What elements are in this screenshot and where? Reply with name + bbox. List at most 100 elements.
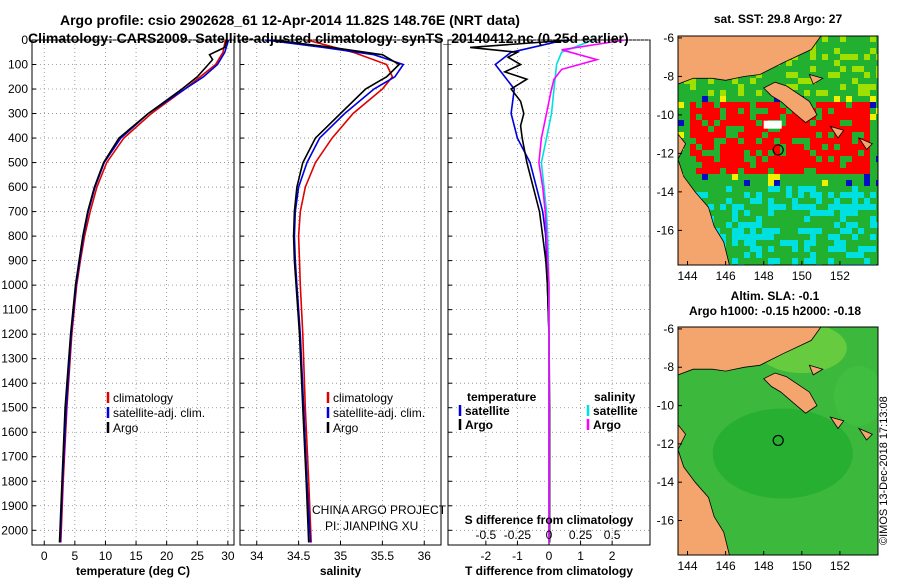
y-tick-label: 1200 [1,327,28,341]
profile-panel-2: 34 34.5 35 35.5 36 salinity [239,39,442,578]
x-axis-label: salinity [320,564,362,578]
x2-axis-label: S difference from climatology [465,513,634,527]
map-y-tick-label: -6 [663,322,674,336]
argo-position-marker [772,144,784,156]
title-line-2: Climatology: CARS2009. Satellite-adjuste… [28,30,629,46]
y-tick-label: 1500 [1,401,28,415]
y-tick-label: 800 [8,229,28,243]
x-tick-label: 35 [334,549,348,563]
land-papuan-peninsula [763,372,818,414]
y-tick-label: 1800 [1,474,28,488]
y-tick-label: 900 [8,254,28,268]
profile-panel-3: -2 -1 0 1 2T difference from climatology [447,39,651,578]
y-tick-label: 1400 [1,376,28,390]
land-australia [678,133,730,265]
map-y-tick-label: -12 [657,437,675,451]
y-tick-label: 500 [8,156,28,170]
x-tick-label: 35.5 [371,549,395,563]
legend-entry: Argo [593,418,621,432]
y-tick-label: 200 [8,82,28,96]
map-sla-title: Altim. SLA: -0.1 [731,289,820,303]
x-tick-label: 36 [418,549,432,563]
legend-entry: Argo [113,421,139,435]
map-field [678,327,878,555]
map-frame [677,326,879,556]
land-island [808,73,824,85]
x2-tick-label: -0.5 [476,528,497,542]
map-y-tick-label: -14 [657,185,675,199]
legend-title-temperature: temperature [467,390,537,404]
land-island [857,427,873,441]
land-island [829,416,845,430]
land-papuan-peninsula [763,81,818,124]
series-line-argo [273,39,401,543]
x-tick-label: 25 [191,549,205,563]
map-y-tick-label: -16 [657,223,675,237]
map-x-tick-label: 150 [792,269,812,283]
y-tick-label: 1700 [1,450,28,464]
x-tick-label: 30 [221,549,235,563]
y-tick-label: 2000 [1,523,28,537]
map-sst: 144 146 148 150 152 -6 -8 -10 -12 -14 -16 [657,31,879,283]
x2-tick-label: 0.5 [604,528,621,542]
x-tick-label: -1 [512,549,523,563]
map-x-tick-label: 146 [716,559,736,573]
legend-entry: satellite [465,404,510,418]
y-tick-label: 300 [8,107,28,121]
x-tick-label: 15 [129,549,143,563]
land-australia [678,424,730,555]
y-tick-label: 100 [8,58,28,72]
y-tick-label: 0 [21,33,28,47]
map-y-tick-label: -8 [663,360,674,374]
map-y-tick-label: -8 [663,69,674,83]
legend-entry: satellite-adj. clim. [333,406,425,420]
map-x-tick-label: 146 [716,269,736,283]
x-tick-label: 34.5 [287,549,311,563]
series-line-argo [58,39,228,543]
legend-entry: climatology [113,391,173,405]
map-field [678,36,878,265]
x-tick-label: 0 [41,549,48,563]
x-axis-label: temperature (deg C) [76,564,190,578]
map-sla: 144 146 148 150 152 -6 -8 -10 -12 -14 -16 [657,322,879,573]
legend-entry: climatology [333,391,393,405]
profile-panel-1: 0 5 10 15 20 25 30 temperature (deg C) [31,39,235,578]
legend-entry: Argo [333,421,359,435]
map-x-tick-label: 152 [830,269,850,283]
cloud-gap [763,120,782,129]
x-tick-label: 1 [577,549,584,563]
x-tick-label: 34 [250,549,264,563]
land-island [829,125,845,139]
legend-title-salinity: salinity [594,390,636,404]
map-sla-subtitle: Argo h1000: -0.15 h2000: -0.18 [689,304,861,318]
x-tick-label: 2 [609,549,616,563]
map-frame [677,35,879,266]
land-new-guinea [678,327,822,376]
map-y-tick-label: -12 [657,146,675,160]
map-x-tick-label: 144 [678,269,698,283]
legend-entry: satellite [593,404,638,418]
map-x-tick-label: 148 [754,269,774,283]
land-island [857,137,873,151]
map-sst-title: sat. SST: 29.8 Argo: 27 [714,12,843,26]
map-y-tick-label: -14 [657,475,675,489]
y-tick-label: 1900 [1,499,28,513]
map-x-tick-label: 144 [678,559,698,573]
legend-entry: Argo [465,418,493,432]
x-tick-label: -2 [481,549,492,563]
land-new-guinea [678,36,822,85]
map-y-tick-label: -10 [657,108,675,122]
map-x-tick-label: 150 [792,559,812,573]
map-y-tick-label: -16 [657,514,675,528]
x-tick-label: 10 [99,549,113,563]
x-tick-label: 20 [160,549,174,563]
map-y-tick-label: -6 [663,31,674,45]
series-line-satellite-adj-clim- [264,39,405,543]
y-tick-label: 700 [8,205,28,219]
y-tick-label: 1000 [1,278,28,292]
map-x-tick-label: 148 [754,559,774,573]
y-tick-label: 600 [8,180,28,194]
land-island [808,364,824,376]
